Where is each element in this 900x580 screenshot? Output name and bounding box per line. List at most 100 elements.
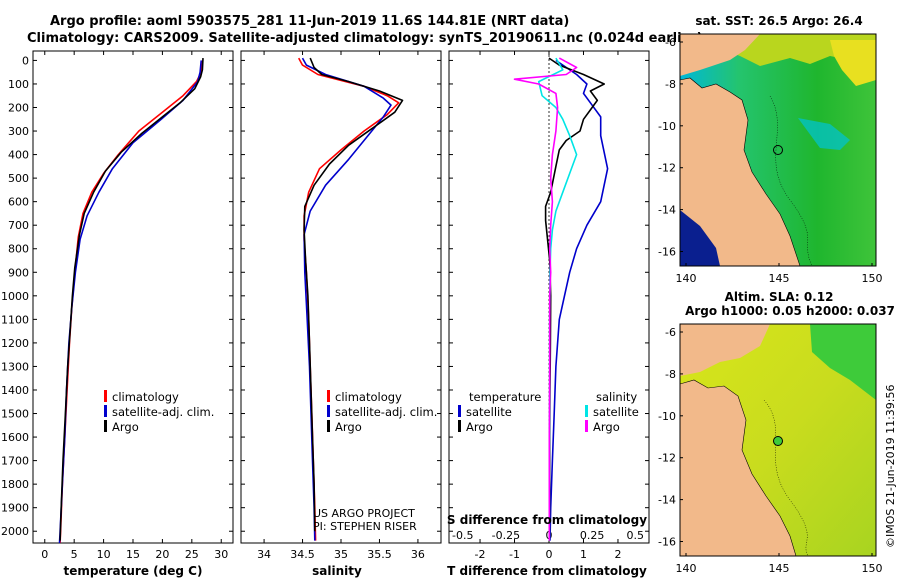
sst-contour	[769, 95, 813, 266]
map-lat-label: -10	[658, 120, 676, 133]
x-tick-label: 36	[411, 548, 425, 561]
credit-pi: PI: STEPHEN RISER	[313, 520, 417, 533]
temperature-xlabel: temperature (deg C)	[64, 564, 203, 578]
depth-tick-label: 800	[8, 243, 29, 256]
x-tick-label: 34	[257, 548, 271, 561]
map-lat-label: -12	[658, 452, 676, 465]
salinity-panel	[240, 50, 442, 544]
series-line-argo	[59, 58, 204, 541]
legend-swatch-temp-argo	[458, 420, 461, 432]
temperature-x-axis: 0 5 10 15 20 25 30	[41, 51, 228, 561]
depth-tick-label: 2000	[1, 525, 29, 538]
legend-label-sal-argo: Argo	[593, 420, 620, 434]
x-tick-label: 35.5	[367, 548, 392, 561]
depth-tick-label: 700	[8, 219, 29, 232]
legend-swatch-argo	[104, 420, 107, 432]
sst-cool-patch	[798, 118, 850, 150]
temperature-legend: climatology satellite-adj. clim. Argo	[104, 390, 214, 434]
legend-label-climatology: climatology	[112, 390, 179, 404]
salinity-xlabel: salinity	[312, 564, 362, 578]
depth-tick-label: 500	[8, 172, 29, 185]
x-tick-label: 15	[126, 548, 140, 561]
map-lat-label: -12	[658, 162, 676, 175]
legend-label-temp-argo: Argo	[466, 420, 493, 434]
sla-map	[680, 324, 876, 556]
legend-swatch-sal-argo	[585, 420, 588, 432]
legend-swatch-climatology	[104, 390, 107, 402]
x-tick-label: 10	[97, 548, 111, 561]
legend-label-sal-satellite: satellite	[593, 405, 639, 419]
map-lon-label: 145	[769, 272, 790, 285]
difference-top-xlabel: S difference from climatology	[447, 513, 647, 527]
map-lon-label: 140	[676, 562, 697, 575]
figure-title-line1: Argo profile: aoml 5903575_281 11-Jun-20…	[50, 14, 569, 29]
salinity-series	[297, 57, 404, 541]
map-lat-label: -6	[665, 326, 676, 339]
x-tick-label: 0	[41, 548, 48, 561]
legend-swatch-satellite	[104, 405, 107, 417]
sla-map-frame	[679, 323, 877, 557]
legend-label-temp-satellite: satellite	[466, 405, 512, 419]
sla-argo-position-icon	[773, 436, 783, 446]
series-line-salinity-argo	[513, 57, 578, 541]
salinity-legend: climatology satellite-adj. clim. Argo	[327, 390, 437, 434]
map-lon-label: 140	[676, 272, 697, 285]
depth-tick-label: 1400	[1, 384, 29, 397]
x-tick-label: 35	[334, 548, 348, 561]
map-lat-label: -16	[658, 246, 676, 259]
difference-series	[513, 51, 609, 543]
x-tick-label: 20	[155, 548, 169, 561]
depth-tick-label: 1600	[1, 431, 29, 444]
figure-title-line2: Climatology: CARS2009. Satellite-adjuste…	[27, 31, 703, 46]
depth-tick-label: 1000	[1, 290, 29, 303]
series-line-satellite-adj-clim-	[58, 60, 202, 544]
depth-tick-label: 100	[8, 78, 29, 91]
legend-label-satellite: satellite-adj. clim.	[335, 405, 437, 419]
map-lat-label: -14	[658, 204, 676, 217]
depth-tick-label: 600	[8, 196, 29, 209]
x-tick-label: 34.5	[290, 548, 315, 561]
sst-argo-position-icon	[773, 145, 783, 155]
map-lon-label: 150	[862, 562, 883, 575]
sst-map-frame	[679, 33, 877, 267]
legend-label-climatology: climatology	[335, 390, 402, 404]
map-lat-label: -8	[665, 368, 676, 381]
sla-land-png	[680, 324, 770, 376]
timestamp-credit: ©IMOS 21-Jun-2019 11:39:56	[884, 384, 897, 548]
sst-land-png	[680, 34, 760, 76]
sst-map	[680, 34, 876, 266]
difference-xlabel: T difference from climatology	[447, 564, 647, 578]
depth-tick-label: 0	[22, 54, 29, 67]
credit-project: US ARGO PROJECT	[313, 507, 415, 520]
legend-swatch-climatology	[327, 390, 330, 402]
depth-tick-label: 400	[8, 149, 29, 162]
series-line-temperature-argo	[544, 57, 606, 541]
sst-hot-patch	[830, 40, 876, 86]
map-lon-label: 145	[769, 562, 790, 575]
difference-legend: temperature satellite Argo salinity sate…	[458, 390, 639, 434]
x-tick-label: 2	[614, 548, 621, 561]
sla-green-patch	[810, 324, 876, 400]
salinity-x-axis: 34 34.5 35 35.5 36	[257, 51, 425, 561]
depth-tick-label: 1100	[1, 313, 29, 326]
legend-swatch-satellite	[327, 405, 330, 417]
map-lat-label: -8	[665, 78, 676, 91]
top-x-tick-label: -0.5	[452, 529, 473, 542]
legend-header-temperature: temperature	[469, 390, 541, 404]
legend-label-argo: Argo	[112, 420, 139, 434]
legend-swatch-temp-satellite	[458, 405, 461, 417]
sst-map-title: sat. SST: 26.5 Argo: 26.4	[695, 14, 862, 28]
temperature-series	[58, 58, 204, 544]
x-tick-label: -1	[509, 548, 520, 561]
series-line-satellite-adj-clim-	[301, 57, 392, 541]
legend-swatch-argo	[327, 420, 330, 432]
x-tick-label: 25	[185, 548, 199, 561]
map-lat-label: -10	[658, 410, 676, 423]
x-tick-label: 1	[580, 548, 587, 561]
map-lon-label: 150	[862, 272, 883, 285]
depth-tick-label: 200	[8, 101, 29, 114]
sla-map-title-line2: Argo h1000: 0.05 h2000: 0.037	[685, 304, 895, 318]
